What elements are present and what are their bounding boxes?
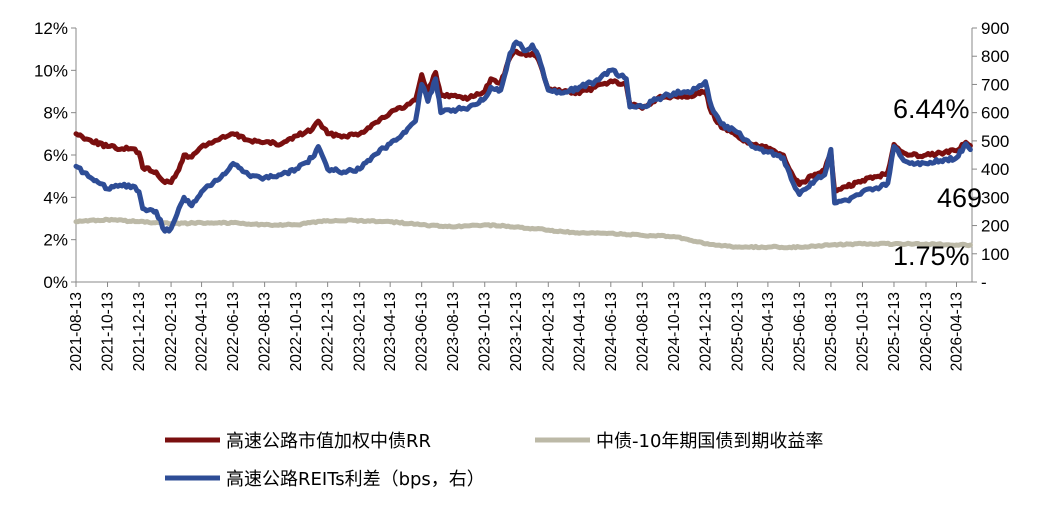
legend-item-spread: 高速公路REITs利差（bps，右）	[165, 469, 485, 490]
y-left-tick-label: 8%	[43, 104, 68, 123]
y-right-tick-label: 100	[981, 245, 1009, 264]
legend-label-rr: 高速公路市值加权中债RR	[226, 431, 431, 452]
x-tick-label: 2022-12-13	[320, 292, 337, 371]
y-left-tick-label: 12%	[34, 19, 68, 38]
x-tick-label: 2025-04-13	[760, 292, 777, 371]
x-tick-label: 2022-08-13	[257, 292, 274, 371]
x-tick-label: 2024-08-13	[634, 292, 651, 371]
x-tick-label: 2025-02-13	[729, 292, 746, 371]
y-right-tick-label: 200	[981, 217, 1009, 236]
x-tick-label: 2022-02-13	[163, 292, 180, 371]
annotations: 6.44% 469 1.75%	[893, 94, 982, 271]
x-tick-label: 2024-06-13	[603, 292, 620, 371]
y-right-tick-label: 700	[981, 75, 1009, 94]
x-tick-label: 2023-10-13	[477, 292, 494, 371]
y-right-tick-label: 500	[981, 132, 1009, 151]
y-left-tick-label: 6%	[43, 146, 68, 165]
axes: 0% 2% 4% 6% 8% 10% 12% - 100 200 300 400 500 600 700 80…	[34, 19, 1009, 371]
y-right-tick-label: 400	[981, 160, 1009, 179]
y-right-tick-label: -	[981, 273, 987, 292]
y-right-tick-label: 600	[981, 104, 1009, 123]
x-tick-label: 2023-02-13	[352, 292, 369, 371]
y-right-tick-label: 800	[981, 47, 1009, 66]
series-line-rr	[76, 51, 970, 191]
series-line-yield	[76, 219, 970, 248]
x-tick-label: 2022-06-13	[225, 292, 242, 371]
x-tick-label: 2025-12-13	[886, 292, 903, 371]
y-left-tick-label: 2%	[43, 231, 68, 250]
annotation-spread: 469	[937, 183, 982, 213]
x-tick-label: 2023-04-13	[382, 292, 399, 371]
x-tick-label: 2025-10-13	[854, 292, 871, 371]
x-tick-label: 2026-04-13	[948, 292, 965, 371]
series-lines	[76, 42, 970, 248]
legend-label-spread: 高速公路REITs利差（bps，右）	[226, 469, 485, 490]
x-tick-label: 2024-02-13	[540, 292, 557, 371]
x-tick-label: 2022-10-13	[288, 292, 305, 371]
x-tick-label: 2021-12-13	[131, 292, 148, 371]
x-tick-label: 2025-06-13	[791, 292, 808, 371]
annotation-yield: 1.75%	[893, 241, 970, 271]
legend-label-yield: 中债-10年期国债到期收益率	[596, 431, 823, 452]
x-tick-label: 2024-10-13	[666, 292, 683, 371]
legend: 高速公路市值加权中债RR 中债-10年期国债到期收益率 高速公路REITs利差（…	[165, 431, 823, 490]
x-tick-label: 2024-12-13	[697, 292, 714, 371]
x-tick-label: 2021-08-13	[68, 292, 85, 371]
x-tick-label: 2023-06-13	[414, 292, 431, 371]
y-left-tick-label: 0%	[43, 273, 68, 292]
x-tick-label: 2024-04-13	[571, 292, 588, 371]
annotation-rr: 6.44%	[893, 94, 970, 124]
legend-item-rr: 高速公路市值加权中债RR	[165, 431, 431, 452]
x-tick-label: 2022-04-13	[194, 292, 211, 371]
legend-item-yield: 中债-10年期国债到期收益率	[535, 431, 823, 452]
x-tick-label: 2023-08-13	[445, 292, 462, 371]
x-tick-label: 2025-08-13	[823, 292, 840, 371]
series-line-spread	[76, 42, 970, 231]
x-tick-label: 2026-02-13	[918, 292, 935, 371]
x-tick-label: 2021-10-13	[100, 292, 117, 371]
x-tick-label: 2023-12-13	[508, 292, 525, 371]
y-left-tick-label: 4%	[43, 188, 68, 207]
y-left-tick-label: 10%	[34, 61, 68, 80]
y-right-tick-label: 900	[981, 19, 1009, 38]
y-right-tick-label: 300	[981, 188, 1009, 207]
